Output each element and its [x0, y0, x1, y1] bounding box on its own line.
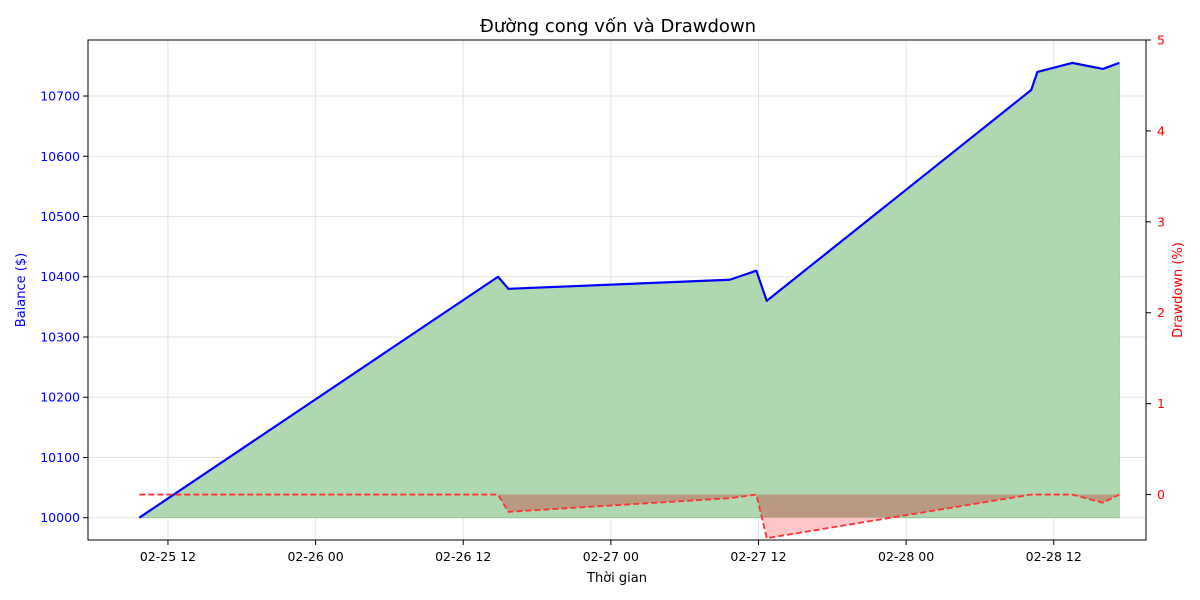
x-tick-label: 02-28 12: [1026, 549, 1082, 564]
x-tick-label: 02-27 00: [583, 549, 639, 564]
y-left-tick-label: 10400: [40, 269, 80, 284]
y-left-tick-label: 10300: [40, 329, 80, 344]
y-left-tick-label: 10000: [40, 510, 80, 525]
x-tick-label: 02-26 12: [435, 549, 491, 564]
balance-line: [138, 61, 1120, 519]
x-axis: 02-25 12 02-26 00 02-26 12 02-27 00 02-27 12…: [140, 540, 1082, 564]
x-tick-label: 02-27 12: [730, 549, 786, 564]
series-lines: [138, 61, 1120, 540]
y-right-tick-label: 4: [1157, 123, 1165, 138]
plot-frame: [87, 39, 1147, 541]
chart-title: Đường cong vốn và Drawdown: [480, 16, 756, 37]
x-axis-label: Thời gian: [586, 571, 647, 586]
y-axis-left-label: Balance ($): [14, 253, 29, 327]
y-left-tick-label: 10200: [40, 390, 80, 405]
drawdown-overlap-area: [139, 494, 1120, 518]
y-right-tick-label: 2: [1157, 305, 1165, 320]
x-tick-label: 02-28 00: [878, 549, 934, 564]
y-left-tick-label: 10600: [40, 149, 80, 164]
y-left-tick-label: 10100: [40, 450, 80, 465]
y-axis-left: 10000 10100 10200 10300 10400 10500 10600 10700: [40, 89, 88, 525]
y-axis-right-label: Drawdown (%): [1171, 242, 1186, 338]
y-left-tick-label: 10500: [40, 209, 80, 224]
drawdown-line: [139, 493, 1120, 540]
y-right-tick-label: 3: [1157, 214, 1165, 229]
y-right-tick-label: 1: [1157, 396, 1165, 411]
y-left-tick-label: 10700: [40, 89, 80, 104]
x-tick-label: 02-25 12: [140, 549, 196, 564]
y-axis-right: 0 1 2 3 4 5: [1146, 33, 1165, 502]
x-tick-label: 02-26 00: [287, 549, 343, 564]
y-right-tick-label: 5: [1157, 33, 1165, 48]
y-right-tick-label: 0: [1157, 487, 1165, 502]
